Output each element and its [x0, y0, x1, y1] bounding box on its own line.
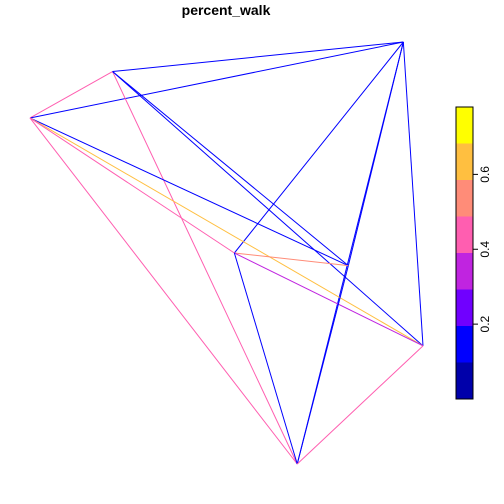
colorbar-segment [456, 180, 473, 217]
edge-4-6 [234, 252, 424, 347]
colorbar-segment [456, 362, 473, 399]
edge-4-7 [233, 252, 298, 465]
edge-1-5 [112, 71, 349, 267]
edge-1-2 [112, 41, 404, 73]
edge-3-5 [29, 117, 349, 267]
colorbar-segment [456, 143, 473, 180]
colorbar-segment [456, 289, 473, 326]
edge-3-1 [29, 71, 113, 119]
colorbar-tick-label: 0.4 [478, 241, 492, 258]
colorbar-tick-label: 0.2 [478, 315, 492, 332]
colorbar-segment [456, 107, 473, 144]
edge-2-6 [402, 41, 424, 346]
edge-layer [29, 41, 424, 465]
colorbar-segment [456, 326, 473, 363]
colorbar-tick-label: 0.6 [478, 166, 492, 183]
edge-6-7 [296, 345, 424, 465]
edge-2-4 [233, 41, 404, 254]
edge-3-2 [29, 41, 404, 119]
edge-3-7 [29, 117, 298, 465]
edge-5-7 [296, 265, 349, 465]
edge-3-4 [29, 117, 235, 254]
colorbar-segment [456, 216, 473, 253]
edge-1-7 [112, 71, 298, 465]
edge-2-5 [347, 41, 404, 266]
edge-3-6 [29, 117, 424, 347]
edge-4-5 [234, 252, 349, 267]
edge-1-6 [112, 71, 424, 347]
colorbar-frame [455, 106, 474, 400]
chart-title: percent_walk [182, 2, 271, 18]
colorbar: 0.2 0.4 0.6 [455, 106, 492, 400]
colorbar-segment [456, 253, 473, 290]
